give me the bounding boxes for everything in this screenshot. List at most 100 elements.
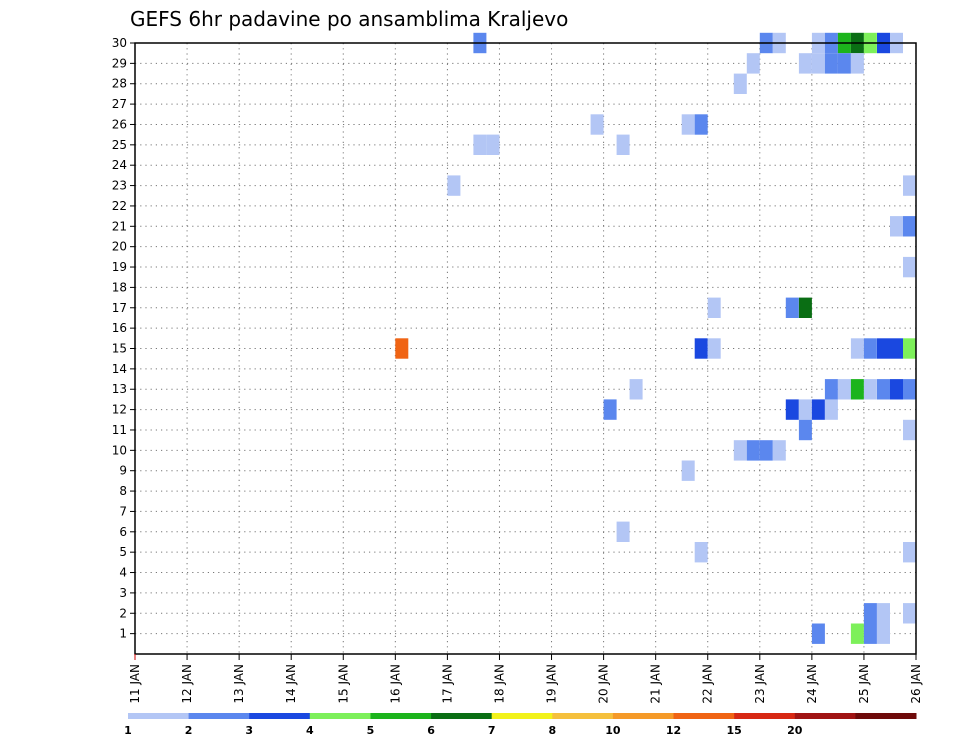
heatmap-cell (785, 399, 799, 420)
heatmap-cell (877, 338, 890, 359)
y-tick-label: 21 (112, 219, 127, 233)
heatmap-cells (395, 32, 916, 644)
x-tick-label: 18 JAN (492, 664, 506, 704)
heatmap-cell (694, 542, 708, 563)
heatmap-cell (772, 440, 786, 461)
y-tick-label: 26 (112, 117, 127, 131)
y-tick-label: 11 (112, 423, 127, 437)
colorbar-label: 20 (787, 724, 803, 737)
heatmap-cell (903, 256, 916, 278)
heatmap-cell (903, 379, 916, 400)
y-tick-label: 6 (119, 525, 127, 539)
heatmap-cell (616, 134, 630, 155)
heatmap-cell (798, 53, 812, 74)
y-tick-label: 17 (112, 301, 127, 315)
colorbar-swatch (491, 713, 553, 719)
heatmap-cell (473, 134, 487, 155)
heatmap-cell (681, 460, 695, 481)
x-tick-label: 13 JAN (232, 664, 246, 704)
heatmap-cell (746, 440, 760, 461)
y-tick-label: 18 (112, 280, 127, 294)
y-tick-label: 14 (112, 362, 127, 376)
y-tick-label: 13 (112, 382, 127, 396)
colorbar-swatch (370, 713, 432, 719)
x-tick-label: 20 JAN (597, 664, 611, 704)
colorbar-label: 15 (727, 724, 742, 737)
heatmap-cell (877, 603, 890, 624)
heatmap-cell (395, 338, 409, 359)
x-tick-label: 12 JAN (180, 664, 194, 704)
colorbar-swatch (309, 713, 371, 719)
heatmap-cell (603, 399, 617, 420)
y-tick-label: 5 (119, 545, 127, 559)
heatmap-cell (798, 297, 812, 318)
heatmap-cell (824, 399, 838, 420)
colorbar-swatch (855, 713, 917, 719)
heatmap-cell (850, 53, 864, 74)
heatmap-cell (707, 297, 721, 318)
heatmap-cell (759, 440, 773, 461)
colorbar-label: 12 (666, 724, 681, 737)
x-tick-label: 16 JAN (388, 664, 402, 704)
y-tick-label: 20 (112, 240, 127, 254)
y-tick-label: 4 (119, 566, 127, 580)
heatmap-cell (877, 623, 890, 644)
y-tick-label: 19 (112, 260, 127, 274)
y-tick-label: 30 (112, 36, 127, 50)
heatmap-cell (798, 419, 812, 441)
x-tick-label: 21 JAN (649, 664, 663, 704)
heatmap-cell (890, 338, 903, 359)
x-tick-label: 26 JAN (909, 664, 923, 704)
x-tick-label: 17 JAN (440, 664, 454, 704)
y-axis-ticks: 1234567891011121314151617181920212223242… (112, 36, 135, 641)
y-tick-label: 15 (112, 342, 127, 356)
x-axis-ticks: 11 JAN 12 JAN 13 JAN 14 JAN 15 JAN 16 JAN 17 J… (128, 654, 923, 704)
y-tick-label: 12 (112, 403, 127, 417)
heatmap-cell (811, 623, 825, 644)
heatmap-cell (863, 623, 877, 644)
x-tick-label: 15 JAN (336, 664, 350, 704)
colorbar-label: 7 (488, 724, 496, 737)
heatmap-cell (824, 379, 838, 400)
colorbar-swatch (249, 713, 311, 719)
heatmap-cell (798, 399, 812, 420)
colorbar-label: 6 (427, 724, 435, 737)
heatmap-cell (903, 542, 916, 563)
heatmap-cell (863, 603, 877, 624)
heatmap-cell (890, 216, 903, 237)
heatmap-cell (890, 379, 903, 400)
colorbar-label: 8 (548, 724, 556, 737)
x-tick-label: 24 JAN (805, 664, 819, 704)
colorbar-swatch (734, 713, 796, 719)
colorbar-label: 1 (124, 724, 132, 737)
heatmap-cell (811, 53, 825, 74)
heatmap-cell (837, 379, 851, 400)
heatmap-cell (694, 114, 708, 135)
heatmap-cell (707, 338, 721, 359)
heatmap-cell (850, 623, 864, 644)
x-tick-label: 25 JAN (857, 664, 871, 704)
y-tick-label: 2 (119, 606, 127, 620)
heatmap-cell (903, 175, 916, 196)
heatmap-cell (824, 53, 838, 74)
heatmap-cell (903, 216, 916, 237)
y-tick-label: 3 (119, 586, 127, 600)
heatmap-cell (629, 379, 643, 400)
x-tick-label: 23 JAN (753, 664, 767, 704)
y-tick-label: 27 (112, 97, 127, 111)
y-tick-label: 16 (112, 321, 127, 335)
heatmap-cell (694, 338, 708, 359)
y-tick-label: 1 (119, 627, 127, 641)
colorbar: 1 2 3 4 5 6 7 8 10 12 15 20 (124, 713, 917, 737)
x-tick-label: 11 JAN (128, 664, 142, 704)
heatmap-cell (733, 73, 747, 94)
heatmap-cell (850, 338, 864, 359)
x-tick-label: 14 JAN (284, 664, 298, 704)
heatmap-cell (903, 419, 916, 441)
heatmap-cell (850, 379, 864, 400)
colorbar-swatch (794, 713, 856, 719)
heatmap-cell (486, 134, 500, 155)
heatmap-cell (733, 440, 747, 461)
y-tick-label: 8 (119, 484, 127, 498)
